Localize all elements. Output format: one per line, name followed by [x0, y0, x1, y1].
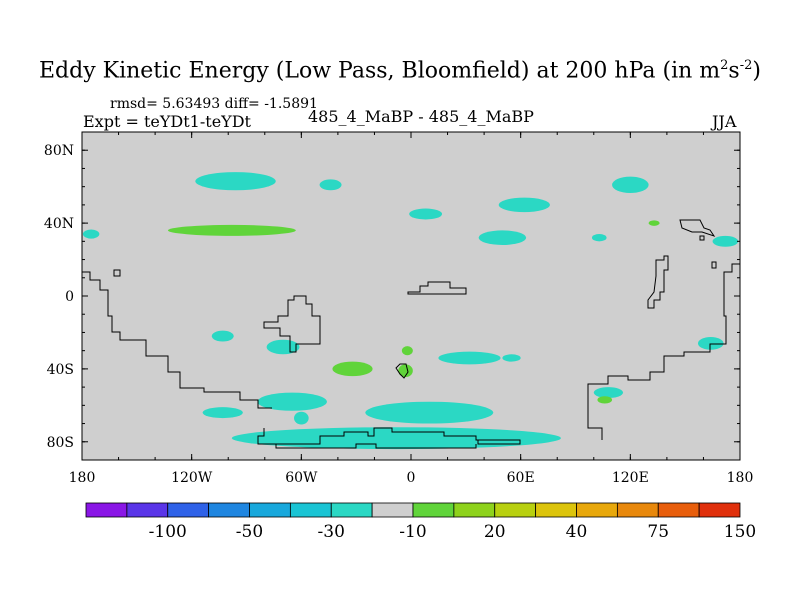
coastline-arabia: [407, 281, 467, 295]
anomaly-region-18: [202, 407, 243, 419]
colorbar-label-6: 75: [647, 522, 669, 542]
colorbar-swatch-2: [167, 502, 210, 518]
anomaly-region-7: [712, 235, 739, 247]
anomaly-region-25: [697, 337, 724, 350]
colorbar-swatch-8: [412, 502, 455, 518]
anomaly-region-17: [398, 364, 413, 378]
coastline-antarctic-ridge: [257, 427, 521, 445]
anomaly-region-5: [167, 224, 296, 236]
coastline-africa: [395, 363, 409, 379]
colorbar: -100 -50 -30 -10 20 40 75 150: [85, 502, 756, 542]
anomaly-region-24: [597, 396, 613, 404]
colorbar-label-0: -100: [149, 522, 187, 542]
anomaly-region-11: [211, 330, 234, 342]
colorbar-label-5: 40: [566, 522, 588, 542]
colorbar-label-3: -10: [399, 522, 426, 542]
title-main: Eddy Kinetic Energy (Low Pass, Bloomfiel…: [39, 58, 721, 84]
chart-title: Eddy Kinetic Energy (Low Pass, Bloomfiel…: [0, 58, 800, 83]
coastline-east-pacific: [587, 263, 740, 440]
anomaly-region-9: [591, 234, 607, 242]
colorbar-swatch-14: [657, 502, 700, 518]
coastline-islands: [113, 235, 717, 277]
anomaly-region-8: [82, 229, 100, 239]
colorbar-swatch-13: [616, 502, 659, 518]
colorbar-swatch-3: [208, 502, 250, 518]
title-sup-2: -2: [739, 58, 753, 73]
coastline-south-america: [263, 295, 321, 353]
y-tick-label-4: 80S: [47, 435, 74, 451]
axis-ticks: 180 120W 60W 0 60E 120E 180 80N 40N 0 40S 80S: [44, 131, 754, 486]
colorbar-label-7: 150: [724, 522, 756, 542]
expt-label: Expt = teYDt1-teYDt: [83, 112, 251, 131]
x-tick-label-0: 180: [69, 470, 96, 486]
colorbar-swatch-9: [453, 502, 496, 518]
anomaly-region-1: [319, 179, 342, 191]
y-tick-label-2: 0: [65, 289, 74, 305]
anomaly-region-20: [294, 411, 309, 425]
title-mid: s: [728, 58, 740, 84]
stats-label: rmsd= 5.63493 diff= -1.5891: [110, 96, 318, 112]
x-tick-label-3: 0: [407, 470, 416, 486]
anomaly-region-19: [257, 392, 327, 411]
colorbar-label-2: -30: [318, 522, 345, 542]
anomaly-region-4: [409, 208, 443, 220]
anomaly-region-10: [648, 220, 660, 226]
colorbar-swatch-5: [289, 502, 332, 518]
anomaly-region-2: [612, 176, 649, 194]
colorbar-label-4: 20: [484, 522, 506, 542]
colorbar-swatch-12: [576, 502, 618, 518]
colorbar-swatch-11: [535, 502, 577, 518]
anomaly-region-21: [365, 401, 494, 424]
anomaly-region-22: [231, 427, 561, 450]
title-sup-1: 2: [720, 58, 729, 73]
x-tick-label-6: 180: [727, 470, 754, 486]
x-tick-label-5: 120E: [612, 470, 649, 486]
colorbar-swatch-0: [85, 502, 128, 518]
coastline-americas: [82, 271, 272, 409]
colorbar-swatch-15: [698, 502, 741, 518]
coastline-layer: [82, 219, 740, 449]
anomaly-region-15: [502, 354, 521, 362]
season-label: JJA: [712, 112, 737, 131]
y-tick-label-3: 40S: [47, 362, 74, 378]
anomaly-region-16: [332, 361, 373, 377]
y-tick-label-1: 40N: [44, 216, 74, 232]
anomaly-region-23: [593, 387, 624, 399]
title-end: ): [752, 58, 761, 84]
coastline-asia-east: [679, 219, 716, 237]
colorbar-label-1: -50: [236, 522, 263, 542]
anomaly-region-12: [266, 339, 300, 355]
colorbar-swatch-4: [249, 502, 291, 518]
x-tick-label-2: 60W: [285, 470, 318, 486]
colorbar-swatch-7: [371, 502, 414, 518]
anomaly-region-14: [438, 351, 501, 365]
colorbar-swatch-6: [330, 502, 373, 518]
coastline-pacific-rim: [647, 255, 669, 309]
case-label: 485_4_MaBP - 485_4_MaBP: [308, 107, 534, 126]
anomaly-region-0: [195, 172, 276, 191]
colorbar-swatch-1: [126, 502, 169, 518]
x-tick-label-1: 120W: [171, 470, 213, 486]
coastline-antarctica: [258, 443, 477, 449]
y-tick-label-0: 80N: [44, 143, 74, 159]
anomaly-region-13: [401, 346, 413, 356]
x-tick-label-4: 60E: [507, 470, 535, 486]
anomaly-region-3: [498, 197, 550, 213]
anomaly-region-6: [478, 230, 527, 245]
colorbar-swatch-10: [494, 502, 537, 518]
